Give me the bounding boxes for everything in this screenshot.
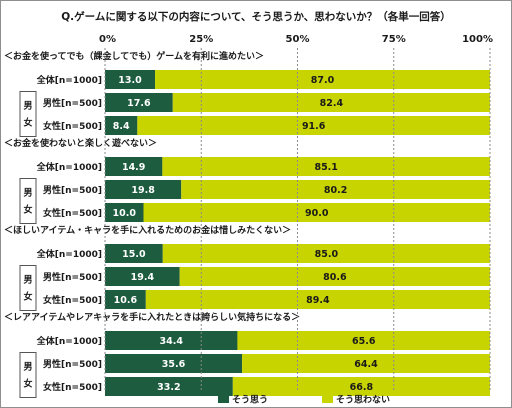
value-label-agree: 8.4 (113, 121, 130, 132)
value-label-agree: 19.4 (131, 272, 155, 283)
value-label-agree: 19.8 (131, 185, 155, 196)
chart-title: Q.ゲームに関する以下の内容について、そう思うか、思わないか？（各単一回答） (61, 10, 451, 23)
value-label-disagree: 82.4 (320, 98, 344, 109)
row-label: 女性[n=500] (43, 120, 102, 132)
bar-disagree (181, 180, 491, 199)
bar-agree (105, 267, 180, 286)
value-label-disagree: 85.0 (315, 249, 339, 260)
row-label: 全体[n=1000] (36, 74, 102, 86)
value-label-agree: 17.6 (127, 98, 151, 109)
bar-disagree (162, 244, 490, 263)
legend-swatch (218, 394, 229, 403)
gender-box-label: 女 (23, 378, 32, 390)
row-label: 女性[n=500] (43, 294, 102, 306)
gender-box (19, 178, 37, 224)
value-label-disagree: 85.1 (314, 162, 337, 173)
gender-box-label: 女 (23, 204, 32, 216)
row-label: 全体[n=1000] (36, 248, 102, 260)
value-label-disagree: 87.0 (311, 75, 335, 86)
bar-disagree (172, 93, 490, 112)
bar-disagree (145, 290, 490, 309)
value-label-agree: 14.9 (122, 162, 145, 173)
gender-box-label: 男 (23, 275, 32, 286)
bar-agree (105, 331, 238, 350)
value-label-agree: 33.2 (157, 382, 180, 393)
row-label: 男性[n=500] (43, 97, 102, 109)
value-label-disagree: 65.6 (352, 336, 376, 347)
bar-disagree (237, 331, 490, 350)
bar-disagree (137, 116, 490, 135)
value-label-agree: 35.6 (162, 359, 186, 370)
group-label: ＜お金を使ってでも（課金してでも）ゲームを有利に進めたい＞ (4, 50, 264, 62)
group-label: ＜ほしいアイテム・キャラを手に入れるためのお金は惜しみたくない＞ (4, 224, 291, 236)
x-tick-label: 75% (382, 34, 406, 45)
bar-agree (105, 203, 144, 222)
value-label-disagree: 91.6 (302, 121, 326, 132)
gender-box-label: 女 (23, 291, 32, 303)
bar-agree (105, 116, 138, 135)
row-label: 男性[n=500] (43, 184, 102, 196)
x-tick-label: 25% (189, 34, 213, 45)
gender-box-label: 男 (23, 362, 32, 373)
bar-disagree (242, 354, 490, 373)
value-label-disagree: 80.6 (323, 272, 347, 283)
row-label: 男性[n=500] (43, 271, 102, 283)
gender-box-label: 女 (23, 117, 32, 129)
bar-agree (105, 157, 163, 176)
gender-box (19, 352, 37, 398)
gender-box (19, 265, 37, 311)
gender-box-label: 男 (23, 101, 32, 112)
value-label-disagree: 89.4 (306, 295, 330, 306)
x-tick-label: 50% (286, 34, 310, 45)
value-label-disagree: 66.8 (350, 382, 374, 393)
bar-agree (105, 354, 243, 373)
bar-disagree (143, 203, 490, 222)
bar-agree (105, 93, 173, 112)
value-label-agree: 15.0 (122, 249, 146, 260)
group-label: ＜レアアイテムやレアキャラを手に入れたときは誇らしい気持ちになる＞ (4, 311, 300, 323)
bar-agree (105, 70, 156, 89)
value-label-disagree: 80.2 (324, 185, 347, 196)
legend-label: そう思う (232, 395, 268, 406)
bar-disagree (162, 157, 491, 176)
bar-agree (105, 290, 146, 309)
group-label: ＜お金を使わないと楽しく遊べない＞ (4, 137, 157, 149)
value-label-agree: 13.0 (118, 75, 142, 86)
row-label: 全体[n=1000] (36, 161, 102, 173)
gender-box (19, 91, 37, 137)
bar-agree (105, 244, 163, 263)
row-label: 全体[n=1000] (36, 335, 102, 347)
value-label-disagree: 90.0 (305, 208, 329, 219)
bar-agree (105, 180, 182, 199)
x-tick-label: 0% (99, 34, 116, 45)
row-label: 男性[n=500] (43, 358, 102, 370)
value-label-agree: 10.6 (114, 295, 138, 306)
value-label-agree: 34.4 (159, 336, 183, 347)
row-label: 女性[n=500] (43, 381, 102, 393)
gender-box-label: 男 (23, 188, 32, 199)
bar-disagree (155, 70, 491, 89)
value-label-agree: 10.0 (113, 208, 137, 219)
row-label: 女性[n=500] (43, 207, 102, 219)
bar-disagree (179, 267, 490, 286)
x-tick-label: 100% (462, 34, 493, 45)
legend-swatch (322, 394, 333, 403)
legend-label: そう思わない (336, 395, 390, 406)
value-label-disagree: 64.4 (354, 359, 378, 370)
